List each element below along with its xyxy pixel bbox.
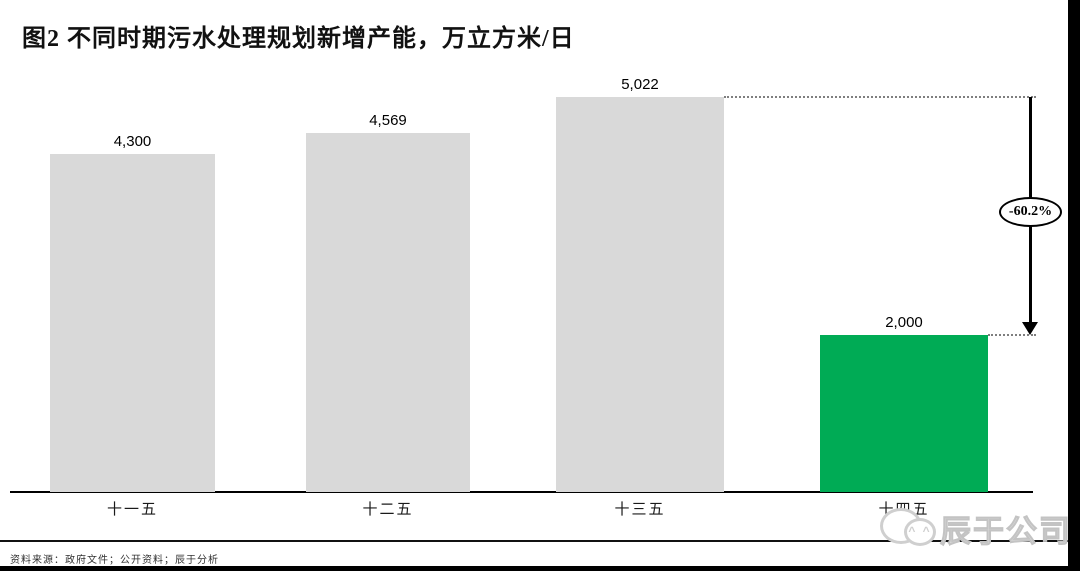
company-name: 辰于公司: [940, 514, 1072, 550]
x-axis-line: [10, 491, 1033, 493]
bar: [820, 335, 988, 492]
chat-bubble-small: ^ ^: [904, 518, 936, 546]
reference-dotted-line-bottom: [988, 334, 1036, 336]
chat-bubble-eyes: ^ ^: [908, 524, 932, 538]
bar-value-label: 4,300: [113, 133, 152, 150]
bar-value-label: 2,000: [885, 314, 923, 331]
bar: [556, 97, 724, 492]
decline-arrow-head-icon: [1022, 322, 1038, 335]
bar-value-label: 4,569: [369, 112, 407, 129]
reference-dotted-line-top: [724, 96, 1036, 98]
chart-title: 图2 不同时期污水处理规划新增产能，万立方米/日: [22, 26, 575, 52]
bottom-black-strip: [0, 566, 1080, 571]
footer-divider: [0, 540, 1068, 542]
company-watermark: ^ ^ 辰于公司: [878, 498, 1071, 556]
bar-value-label: 5,022: [621, 76, 659, 93]
source-note: 资料来源：政府文件；公开资料；辰于分析: [10, 555, 219, 566]
right-black-strip: [1068, 0, 1080, 571]
change-percentage-badge: -60.2%: [999, 197, 1062, 227]
bar-category-label: 十三五: [614, 502, 666, 518]
change-percentage-label: -60.2%: [1008, 204, 1053, 219]
wechat-chat-bubbles-icon: ^ ^: [878, 504, 940, 550]
bar-category-label: 十二五: [362, 502, 414, 518]
bar: [306, 133, 470, 492]
bar-category-label: 十一五: [106, 502, 158, 518]
bar: [50, 154, 215, 492]
